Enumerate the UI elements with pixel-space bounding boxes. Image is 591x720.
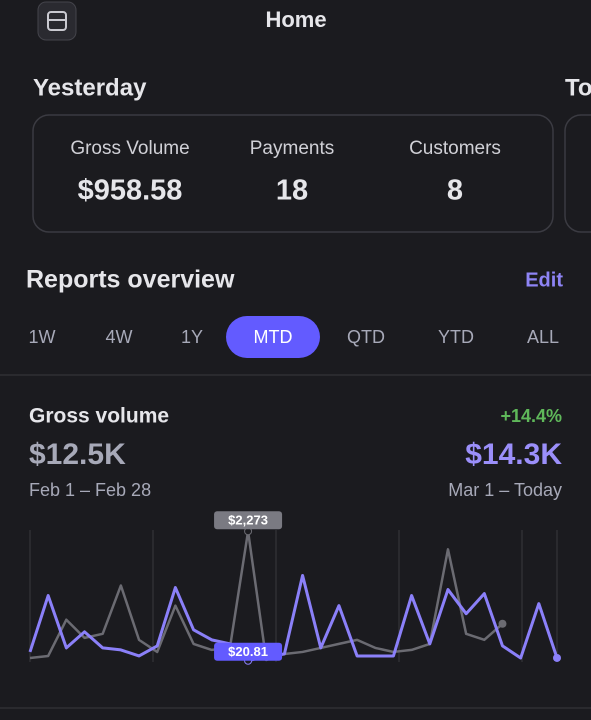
card-title: Gross volume [29,405,169,428]
current-total: $14.3K [465,438,562,471]
line-series [28,573,559,663]
tab[interactable]: 1Y [181,327,203,347]
summary-card[interactable] [32,114,554,233]
stat-label: Payments [250,138,334,159]
tab[interactable]: QTD [347,327,385,347]
value-label: $2,273 [228,513,268,528]
end-point [553,653,561,662]
stat-value: $958.58 [78,175,183,207]
stat-value: 8 [447,175,463,207]
value-label-bg [214,642,283,661]
current-range: Mar 1 – Today [448,480,562,500]
section-title: Reports overview [26,266,235,294]
tab[interactable]: 1W [29,327,56,347]
stat-label: Customers [409,138,501,159]
stat-value: 18 [276,175,308,207]
summary-card[interactable] [564,114,591,233]
end-point [498,619,507,628]
edit-button[interactable]: Edit [525,269,563,291]
previous-total: $12.5K [29,438,126,471]
previous-range: Feb 1 – Feb 28 [29,480,151,500]
section-title: To [565,74,591,101]
tab[interactable]: YTD [438,327,474,347]
tab[interactable]: MTD [254,327,293,347]
page-title: Home [265,7,326,32]
section-title: Yesterday [33,74,147,101]
tab-active-bg [226,316,320,358]
tab[interactable]: 4W [106,327,133,347]
value-label: $20.81 [228,644,268,659]
chart-dividers [29,530,558,662]
change: +14.4% [500,406,562,426]
value-label-bg [214,511,283,530]
tab[interactable]: ALL [527,327,559,347]
stat-label: Gross Volume [70,138,189,159]
